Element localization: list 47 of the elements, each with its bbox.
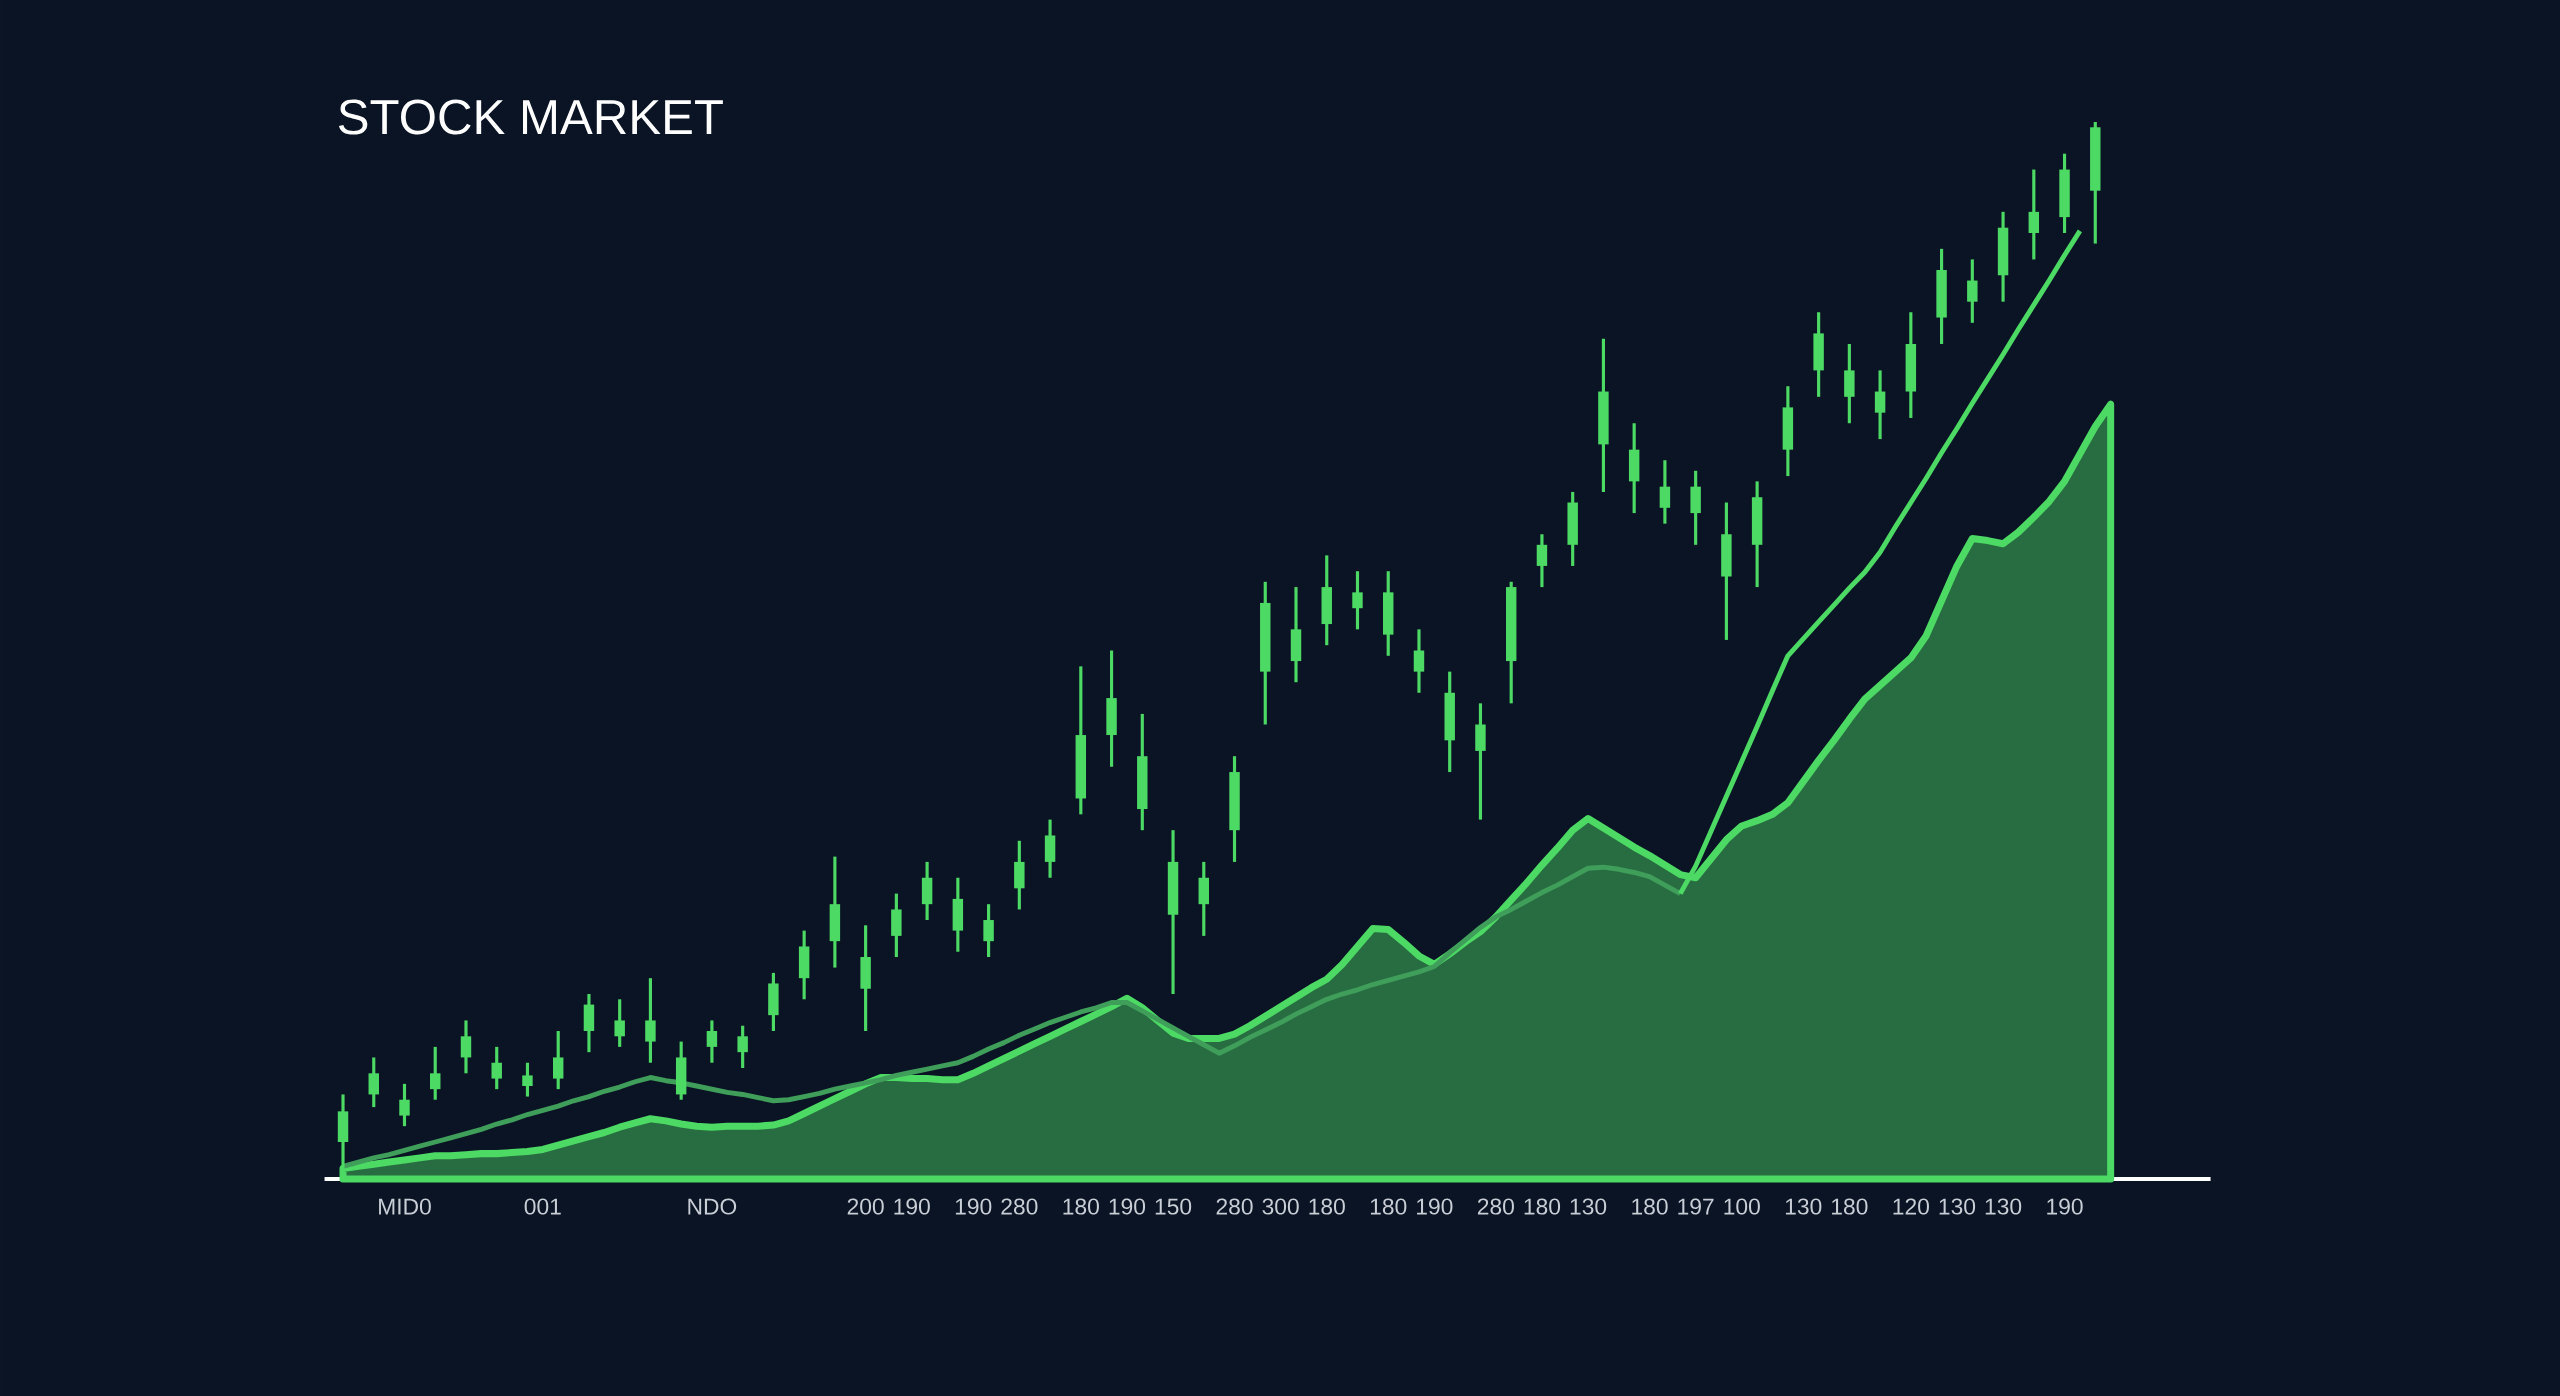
candlestick <box>399 1082 410 1128</box>
x-tick-label: 180 <box>1632 1198 1668 1215</box>
candlestick <box>368 1057 379 1109</box>
x-tick-label: 130 <box>1985 1198 2022 1215</box>
candlestick <box>1967 259 1978 323</box>
x-tick-label: 300 <box>1262 1198 1299 1215</box>
candlestick <box>1874 370 1886 441</box>
x-tick-label: 190 <box>1109 1198 1146 1215</box>
candlestick <box>2028 169 2040 260</box>
x-tick-label: 130 <box>1785 1198 1822 1215</box>
candlestick <box>1659 460 1671 524</box>
x-tick-label: 130 <box>1570 1198 1607 1215</box>
candlestick <box>1536 534 1548 589</box>
candlestick <box>552 1031 564 1091</box>
x-tick-label: 280 <box>1216 1198 1253 1215</box>
x-tick-label: 190 <box>894 1198 930 1215</box>
x-tick-label: 180 <box>1309 1198 1345 1215</box>
x-tick-label: 180 <box>1832 1198 1868 1215</box>
x-tick-label: 150 <box>1155 1198 1192 1215</box>
chart-title: STOCK MARKET <box>338 99 723 135</box>
candlestick <box>645 978 656 1063</box>
candlestick <box>706 1020 718 1063</box>
x-tick-label: 120 <box>1893 1198 1929 1215</box>
x-tick-label: NDO <box>688 1198 737 1215</box>
x-tick-label: 190 <box>1417 1198 1453 1215</box>
candlestick <box>737 1025 748 1069</box>
x-tick-label: 190 <box>2047 1198 2083 1215</box>
candlestick <box>1413 629 1425 693</box>
x-tick-label: 280 <box>1477 1198 1514 1215</box>
x-tick-label: 180 <box>1524 1198 1561 1215</box>
x-tick-label: 001 <box>524 1198 561 1215</box>
x-tick-label: 190 <box>955 1198 992 1215</box>
candlestick <box>460 1020 472 1074</box>
x-tick-label: MID0 <box>379 1198 431 1215</box>
x-tick-label: 280 <box>1001 1198 1038 1215</box>
candlestick <box>983 904 994 958</box>
x-tick-label: 130 <box>1939 1198 1976 1215</box>
candlestick <box>430 1045 441 1100</box>
x-tick-label: 100 <box>1724 1198 1760 1215</box>
candlestick <box>522 1062 533 1097</box>
candlestick <box>1352 571 1363 630</box>
x-tick-label: 180 <box>1063 1198 1099 1215</box>
x-tick-label: 200 <box>847 1198 884 1215</box>
candlestick <box>614 999 625 1047</box>
candlestick <box>491 1045 502 1091</box>
x-tick-label: 197 <box>1678 1198 1714 1215</box>
x-tick-label: 180 <box>1370 1198 1407 1215</box>
